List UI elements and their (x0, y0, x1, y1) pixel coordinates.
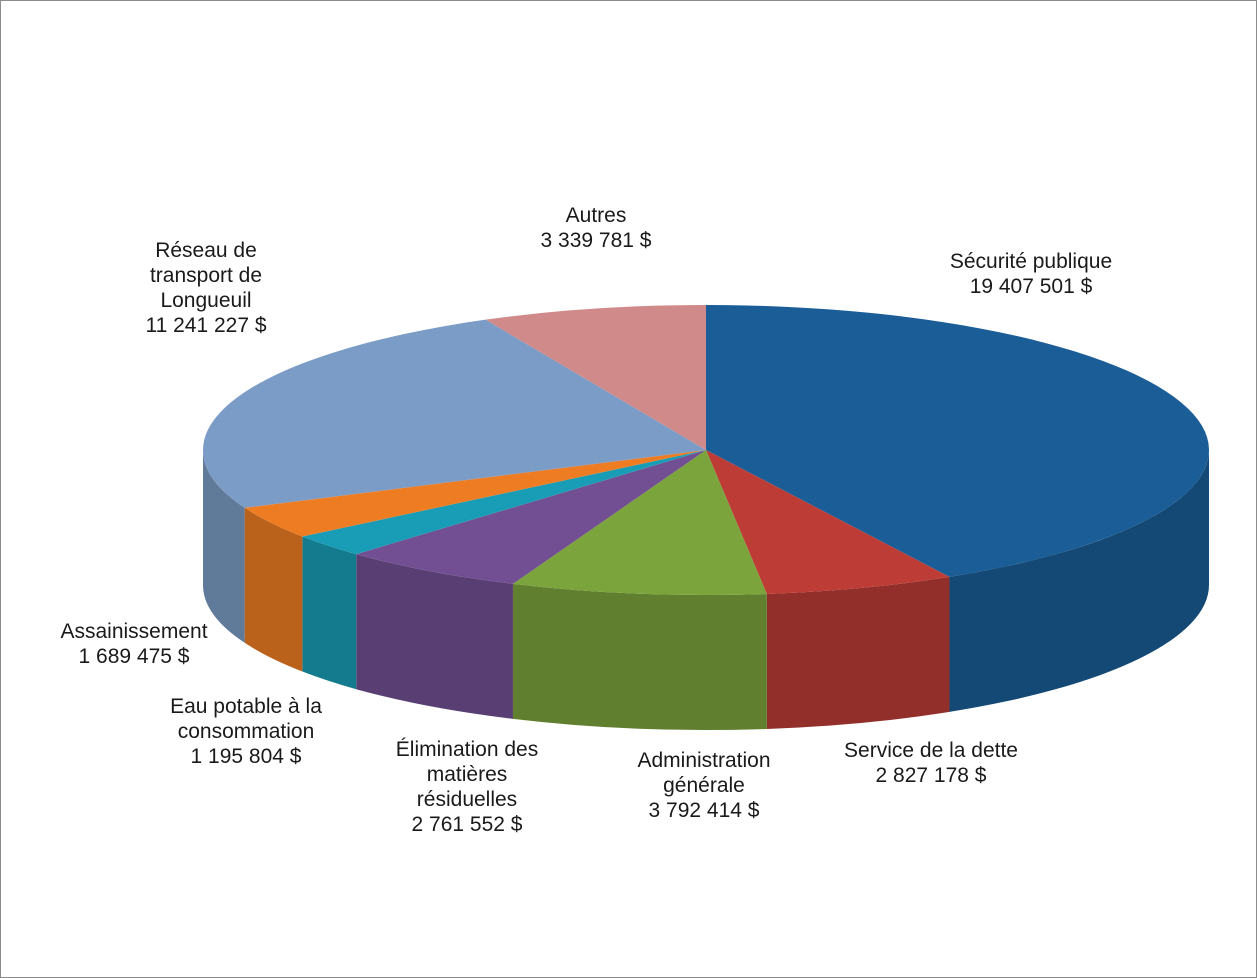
slice-label-line: Eau potable à la (170, 695, 322, 718)
pie-side-elimination-des-matieres-residuelles (356, 554, 513, 719)
slice-value-text: 19 407 501 $ (970, 275, 1093, 298)
slice-label-line: Autres (566, 204, 627, 227)
pie-side-administration-generale (512, 583, 767, 731)
slice-label-line: matières (427, 763, 508, 786)
slice-label-reseau-de-transport-de-longueuil: Réseau de transport de Longueuil 11 241 227… (145, 239, 266, 337)
slice-value-text: 3 339 781 $ (541, 229, 652, 252)
pie-side-securite-publique (949, 450, 1210, 712)
slice-label-assainissement: Assainissement 1 689 475 $ (60, 620, 207, 668)
slice-label-line: Service de la dette (844, 739, 1018, 762)
slice-label-line: Longueuil (160, 289, 251, 312)
slice-label-administration-generale: Administration générale 3 792 414 $ (637, 749, 770, 822)
slice-label-line: générale (663, 774, 745, 797)
slice-label-securite-publique: Sécurité publique 19 407 501 $ (950, 250, 1112, 298)
pie-side-reseau-de-transport-de-longueuil (203, 450, 245, 643)
slice-value-text: 2 827 178 $ (876, 764, 987, 787)
slice-label-elimination-des-matieres-residuelles: Élimination des matières résiduelles 2 761 … (396, 738, 538, 836)
slice-label-line: Élimination des (396, 738, 538, 761)
slice-label-line: Réseau de (155, 239, 257, 262)
slice-label-line: Assainissement (60, 620, 207, 643)
pie-labels: Sécurité publique 19 407 501 $ Service de … (60, 204, 1112, 836)
pie-side-eau-potable (302, 536, 357, 690)
slice-value-text: 1 195 804 $ (191, 745, 302, 768)
slice-label-line: Sécurité publique (950, 250, 1112, 273)
slice-label-line: transport de (150, 264, 262, 287)
pie-side-service-de-la-dette (766, 576, 950, 729)
pie-slice-reseau-de-transport-de-longueuil (203, 319, 706, 508)
pie-slice-elimination-des-matieres-residuelles (356, 450, 706, 584)
pie-slice-service-de-la-dette (706, 450, 950, 594)
slice-label-eau-potable: Eau potable à la consommation 1 195 804 $ (170, 695, 322, 768)
pie-slice-assainissement (244, 450, 706, 537)
slice-value-text: 2 761 552 $ (412, 813, 523, 836)
slice-label-autres: Autres 3 339 781 $ (541, 204, 652, 252)
pie-slice-autres (485, 305, 706, 450)
slice-value-text: 1 689 475 $ (79, 645, 190, 668)
pie-side-assainissement (244, 507, 303, 672)
pie-slice-eau-potable (302, 450, 706, 555)
pie-slice-administration-generale (512, 450, 767, 596)
pie-sides (203, 450, 1210, 731)
pie-slice-securite-publique (706, 305, 1210, 577)
pie-tops (203, 305, 1210, 596)
slice-label-line: résiduelles (417, 788, 517, 811)
slice-label-line: consommation (178, 720, 315, 743)
slice-value-text: 3 792 414 $ (649, 799, 760, 822)
slice-label-line: Administration (637, 749, 770, 772)
slice-value-text: 11 241 227 $ (145, 314, 266, 337)
slice-label-service-de-la-dette: Service de la dette 2 827 178 $ (844, 739, 1018, 787)
